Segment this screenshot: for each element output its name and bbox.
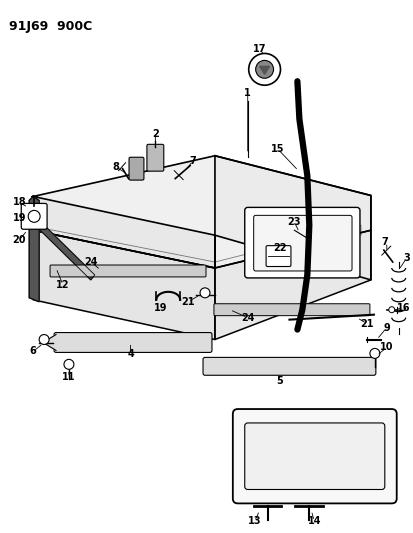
Text: 24: 24 — [84, 257, 97, 267]
Polygon shape — [33, 156, 370, 268]
Text: 13: 13 — [247, 516, 261, 526]
Circle shape — [248, 53, 280, 85]
Text: 9: 9 — [382, 322, 389, 333]
Text: 23: 23 — [287, 217, 300, 227]
Circle shape — [39, 335, 49, 344]
FancyBboxPatch shape — [50, 265, 206, 277]
Text: 3: 3 — [402, 253, 409, 263]
Text: 21: 21 — [181, 297, 195, 307]
Text: 4: 4 — [127, 350, 133, 359]
Text: 16: 16 — [396, 303, 409, 313]
FancyBboxPatch shape — [244, 207, 359, 278]
FancyBboxPatch shape — [214, 304, 369, 316]
Text: 17: 17 — [252, 44, 266, 54]
FancyBboxPatch shape — [232, 409, 396, 503]
FancyBboxPatch shape — [202, 358, 375, 375]
FancyBboxPatch shape — [21, 204, 47, 229]
Text: 7: 7 — [189, 156, 196, 166]
Polygon shape — [33, 197, 214, 268]
Text: 12: 12 — [56, 280, 69, 290]
Text: 6: 6 — [30, 346, 36, 357]
Circle shape — [64, 359, 74, 369]
Text: 8: 8 — [112, 161, 119, 172]
Text: 15: 15 — [270, 144, 284, 154]
Text: 10: 10 — [379, 343, 393, 352]
Text: 1: 1 — [244, 88, 251, 98]
FancyBboxPatch shape — [147, 144, 164, 171]
Text: 91J69  900C: 91J69 900C — [9, 20, 93, 33]
Text: 5: 5 — [275, 376, 282, 386]
Text: 19: 19 — [153, 303, 167, 313]
Circle shape — [369, 349, 379, 358]
Polygon shape — [214, 230, 370, 340]
FancyBboxPatch shape — [253, 215, 351, 271]
Text: 18: 18 — [12, 197, 26, 207]
Text: 14: 14 — [307, 516, 320, 526]
Circle shape — [199, 288, 209, 298]
Text: 24: 24 — [240, 313, 254, 322]
Polygon shape — [33, 197, 214, 340]
Text: 7: 7 — [381, 237, 391, 247]
FancyBboxPatch shape — [54, 333, 211, 352]
Text: 2: 2 — [152, 129, 158, 139]
Polygon shape — [43, 335, 56, 350]
Circle shape — [28, 211, 40, 222]
FancyBboxPatch shape — [244, 423, 384, 489]
Circle shape — [255, 60, 273, 78]
Polygon shape — [29, 197, 39, 302]
Polygon shape — [35, 220, 95, 280]
Polygon shape — [259, 66, 269, 74]
Text: 11: 11 — [62, 372, 76, 382]
FancyBboxPatch shape — [129, 157, 144, 180]
FancyBboxPatch shape — [266, 246, 290, 266]
Polygon shape — [214, 156, 370, 280]
Text: 19: 19 — [12, 213, 26, 223]
Text: 21: 21 — [359, 319, 373, 329]
Text: 22: 22 — [272, 243, 285, 253]
Text: 20: 20 — [12, 235, 26, 245]
Circle shape — [388, 306, 394, 313]
